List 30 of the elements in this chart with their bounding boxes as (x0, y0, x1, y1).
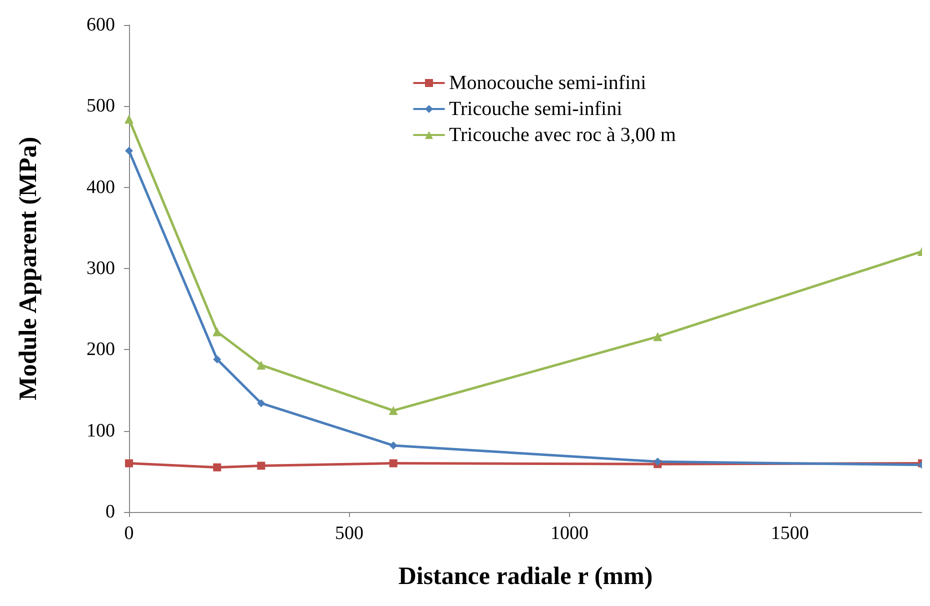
point (256, 360, 266, 370)
x-tick-label: 1500 (770, 523, 809, 544)
x-tick-label: 0 (124, 523, 134, 544)
point (125, 146, 133, 155)
point (389, 459, 398, 468)
legend-label: Monocouche semi-infini (449, 72, 647, 94)
point (257, 399, 266, 408)
legend-label: Tricouche avec roc à 3,00 m (449, 124, 676, 146)
y-axis-title: Module Apparent (MPa) (15, 136, 42, 400)
y-tick-label: 0 (106, 502, 115, 522)
point (213, 355, 222, 364)
y-tick-label: 500 (86, 96, 115, 117)
x-tick-label: 500 (335, 523, 364, 544)
x-axis-title: Distance radiale r (mm) (398, 563, 653, 590)
y-tick-label: 400 (86, 176, 115, 198)
point (212, 327, 222, 336)
legend-label: Tricouche semi-infini (449, 98, 623, 120)
point (124, 114, 134, 124)
y-tick-label: 600 (86, 14, 115, 36)
point (213, 463, 222, 472)
point (653, 332, 662, 342)
point (654, 458, 662, 466)
point (125, 459, 133, 468)
point (389, 441, 398, 450)
y-tick-label: 100 (86, 420, 115, 442)
point (388, 406, 398, 416)
point (257, 462, 266, 470)
y-tick-label: 300 (86, 258, 115, 279)
y-tick-label: 200 (86, 339, 115, 360)
x-tick-label: 1000 (550, 523, 589, 544)
